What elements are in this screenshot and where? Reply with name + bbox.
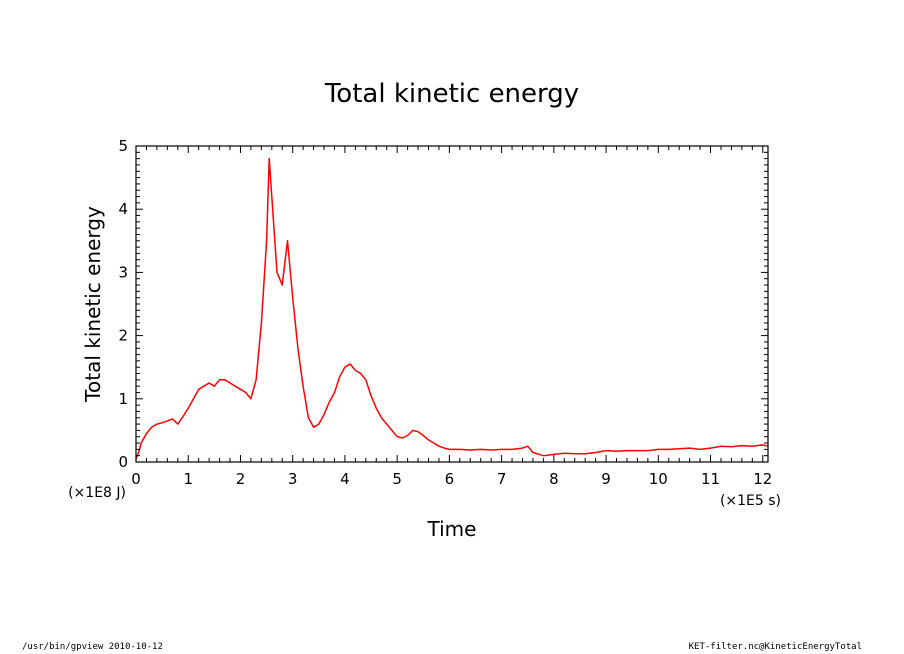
y-tick-label: 0: [118, 453, 128, 471]
y-axis-label: Total kinetic energy: [81, 206, 105, 403]
plot-frame: [135, 145, 769, 463]
x-tick-label: 9: [601, 470, 611, 488]
x-tick-label: 10: [649, 470, 668, 488]
y-tick-label: 1: [118, 390, 128, 408]
y-tick-label: 4: [118, 200, 128, 218]
x-tick-label: 2: [236, 470, 246, 488]
x-axis-label: Time: [427, 517, 477, 541]
chart-title: Total kinetic energy: [324, 79, 579, 109]
footer-right: KET-filter.nc@KineticEnergyTotal: [688, 642, 862, 652]
y-tick-label: 3: [118, 263, 128, 281]
y-tick-label: 2: [118, 327, 128, 345]
series-line: [135, 157, 769, 460]
x-tick-label: 1: [183, 470, 193, 488]
x-tick-label: 7: [497, 470, 507, 488]
x-tick-label: 5: [392, 470, 402, 488]
data-layer: [135, 157, 769, 460]
x-tick-label: 12: [753, 470, 772, 488]
x-tick-label: 0: [131, 470, 141, 488]
x-tick-label: 4: [340, 470, 350, 488]
x-unit-label: (×1E5 s): [720, 493, 781, 509]
y-tick-label: 5: [118, 137, 128, 155]
footer-left: /usr/bin/gpview 2010-10-12: [22, 642, 163, 652]
x-tick-label: 11: [701, 470, 720, 488]
x-tick-label: 8: [549, 470, 559, 488]
x-tick-label: 6: [445, 470, 455, 488]
y-unit-label: (×1E8 J): [68, 485, 126, 501]
x-tick-label: 3: [288, 470, 298, 488]
